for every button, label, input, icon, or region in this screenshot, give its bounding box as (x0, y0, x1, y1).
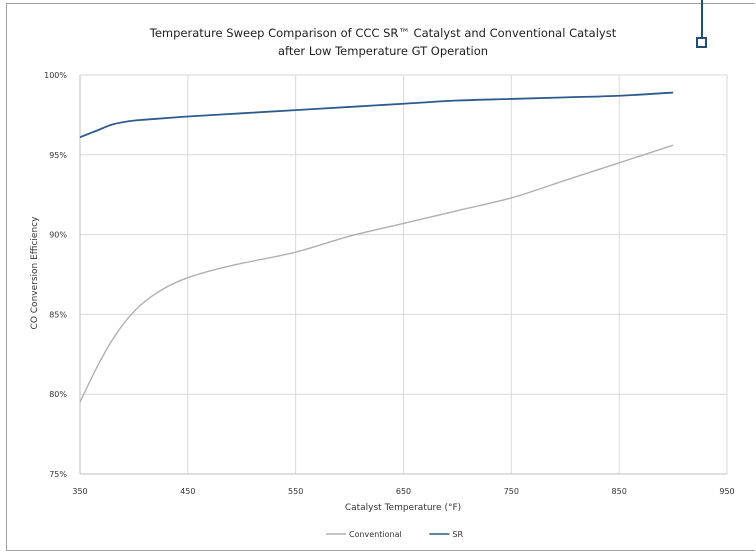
legend-label-conventional: Conventional (349, 530, 402, 539)
x-tick-labels: 350 450 550 650 750 850 950 (72, 487, 734, 496)
series-line-conventional (79, 144, 674, 403)
x-tick-label: 750 (504, 487, 519, 496)
chart-frame (6, 3, 755, 551)
y-tick-label: 90% (49, 231, 67, 240)
y-tick-label: 75% (49, 470, 67, 479)
x-tick-label: 950 (719, 487, 734, 496)
x-tick-label: 850 (612, 487, 627, 496)
gridlines (79, 74, 728, 475)
x-axis-title: Catalyst Temperature (°F) (345, 503, 461, 513)
x-tick-label: 450 (180, 487, 195, 496)
marker-box (696, 37, 707, 48)
chart-title-line-2: after Low Temperature GT Operation (278, 44, 488, 58)
corner-marker (696, 0, 707, 48)
y-tick-label: 80% (49, 390, 67, 399)
x-tick-label: 550 (288, 487, 303, 496)
y-tick-label: 95% (49, 151, 67, 160)
chart-title-line-1: Temperature Sweep Comparison of CCC SR™ … (149, 26, 617, 40)
x-tick-label: 350 (72, 487, 87, 496)
y-tick-label: 85% (49, 310, 67, 319)
y-tick-label: 100% (44, 71, 67, 80)
series-line-sr (79, 91, 674, 139)
series-lines (79, 91, 674, 403)
legend-label-sr: SR (452, 530, 463, 539)
legend: Conventional SR (326, 530, 463, 539)
y-tick-labels: 75% 80% 85% 90% 95% 100% (44, 71, 67, 479)
x-tick-label: 650 (396, 487, 411, 496)
y-axis-title: CO Conversion Efficiency (30, 216, 40, 330)
